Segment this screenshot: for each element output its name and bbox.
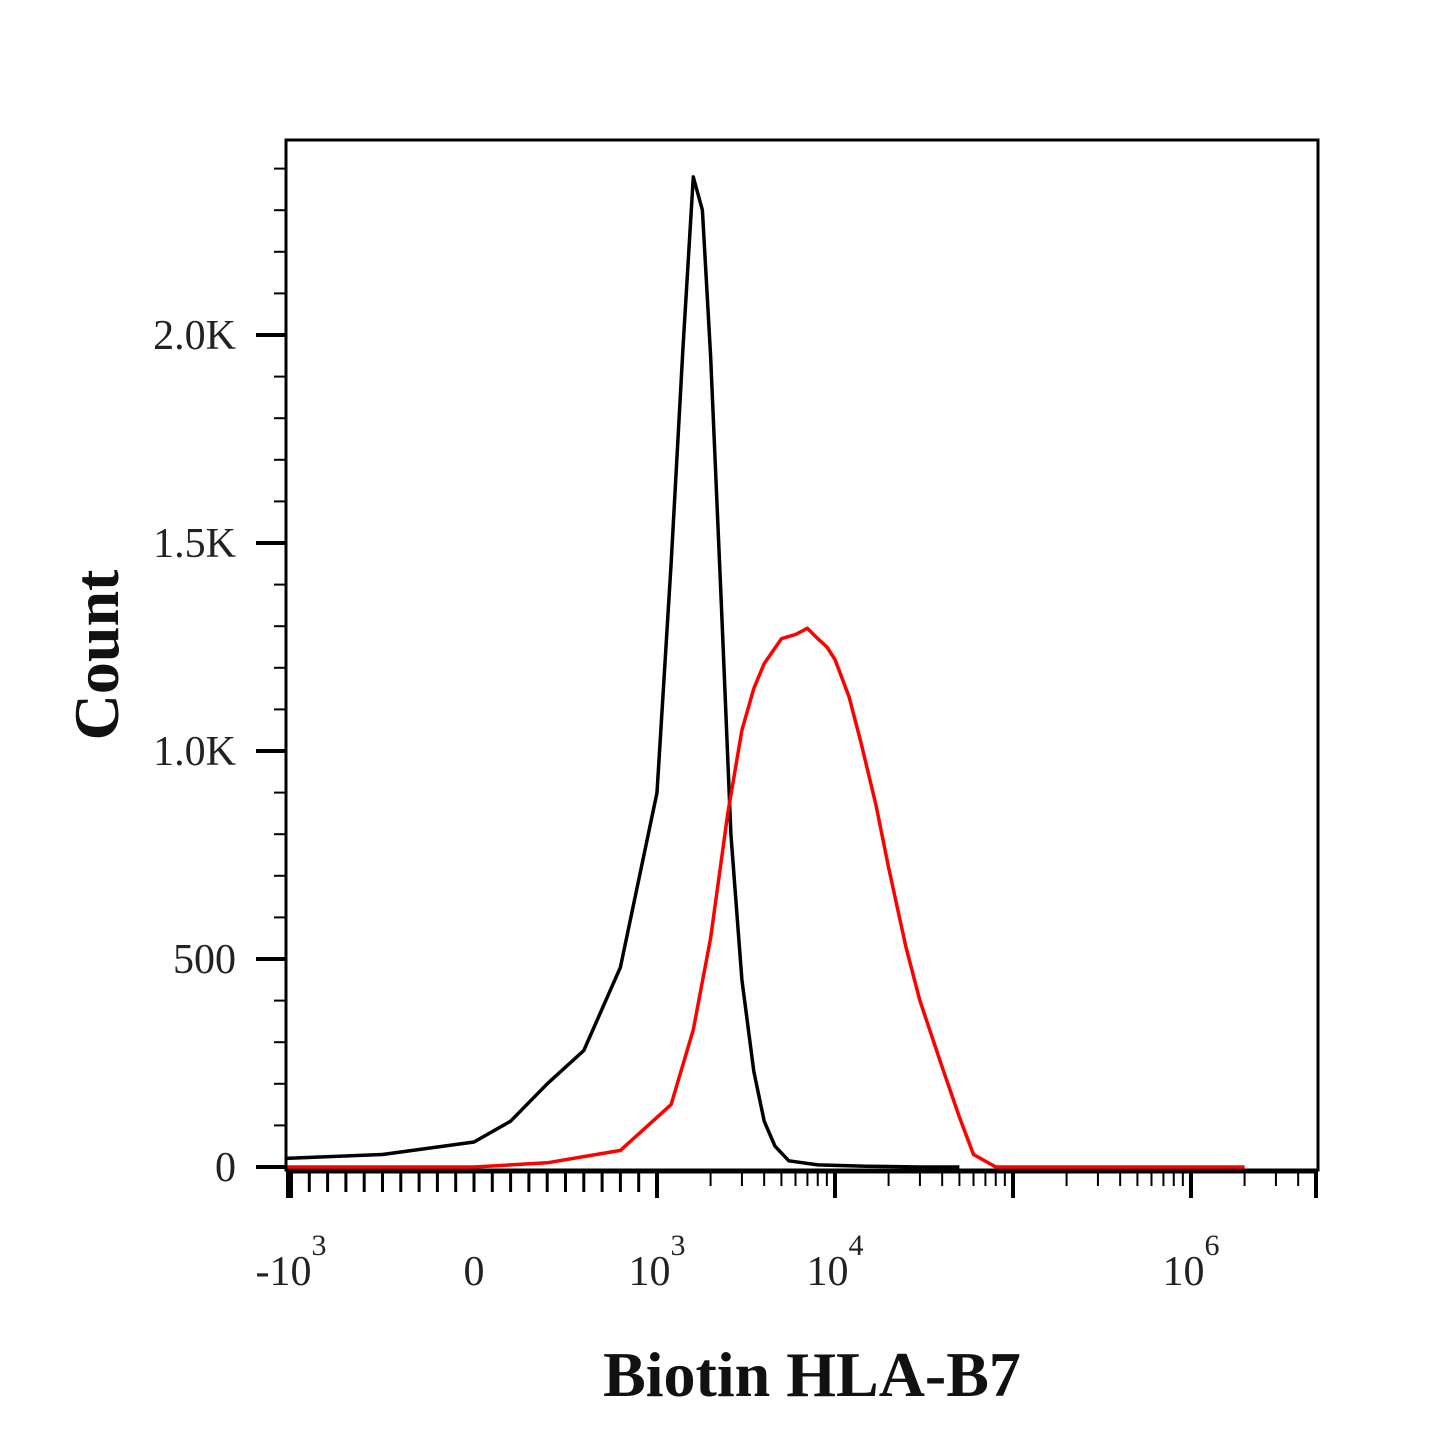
plot-area bbox=[284, 138, 1320, 1172]
series-layer bbox=[286, 175, 1245, 1169]
y-tick-label: 500 bbox=[173, 937, 236, 983]
series-line-2 bbox=[286, 626, 1245, 1169]
y-tick-label: 1.0K bbox=[153, 729, 236, 775]
x-tick-label: 104 bbox=[807, 1229, 864, 1295]
x-tick-label: 0 bbox=[464, 1249, 485, 1295]
y-tick-label: 1.5K bbox=[153, 521, 236, 567]
series-line-1 bbox=[286, 175, 960, 1169]
x-axis-title: Biotin HLA-B7 bbox=[603, 1339, 1021, 1410]
y-axis-title: Count bbox=[61, 569, 132, 740]
y-tick-label: 2.0K bbox=[153, 313, 236, 359]
y-tick-label: 0 bbox=[215, 1145, 236, 1191]
x-tick-label: 103 bbox=[629, 1229, 686, 1295]
x-tick-label: 106 bbox=[1163, 1229, 1220, 1295]
x-axis: -103 0 103 104 106 bbox=[256, 1170, 1318, 1295]
x-tick-label: -103 bbox=[256, 1229, 327, 1295]
plot-frame bbox=[284, 138, 1320, 1172]
y-axis: 0 500 1.0K 1.5K 2.0K bbox=[153, 140, 288, 1191]
